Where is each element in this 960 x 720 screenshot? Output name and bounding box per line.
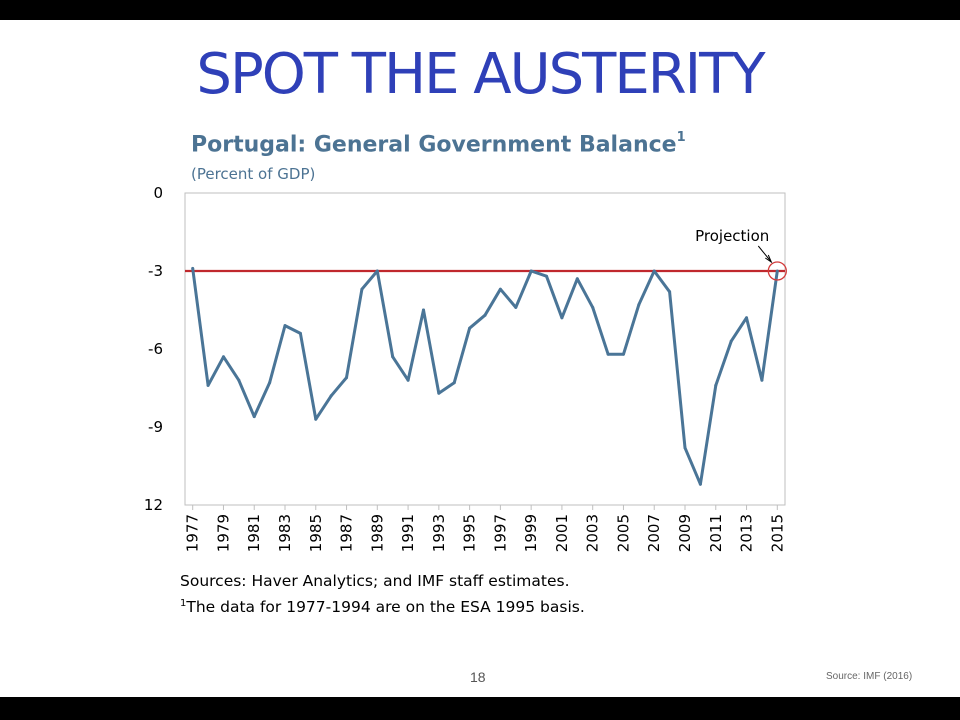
data-point [637, 303, 641, 307]
data-point [483, 313, 487, 317]
data-point [437, 391, 441, 395]
data-point [529, 269, 533, 273]
projection-label: Projection [695, 227, 769, 245]
data-point [775, 269, 779, 273]
data-point [560, 316, 564, 320]
x-tick-label: 1977 [184, 514, 202, 552]
y-tick-label: -6 [148, 340, 163, 358]
data-basis-note: 1The data for 1977-1994 are on the ESA 1… [180, 598, 585, 616]
source-attribution: Source: IMF (2016) [826, 671, 913, 682]
data-point [191, 266, 195, 270]
data-point [298, 331, 302, 335]
chart-title-text: Portugal: General Government Balance [191, 132, 677, 158]
x-tick-label: 1981 [245, 514, 263, 552]
page-number: 18 [470, 669, 486, 685]
plot-frame [184, 192, 786, 506]
y-tick-label: 0 [153, 184, 163, 202]
data-point [652, 269, 656, 273]
x-tick-label: 1985 [307, 514, 325, 552]
x-tick-label: 2015 [768, 514, 786, 552]
data-point [606, 352, 610, 356]
data-point [237, 378, 241, 382]
data-basis-footnote-mark: 1 [180, 598, 187, 609]
data-point [221, 355, 225, 359]
data-point [575, 277, 579, 281]
x-tick-label: 1979 [214, 514, 232, 552]
x-tick-label: 2009 [676, 514, 694, 552]
projection-arrowhead [765, 254, 773, 264]
data-point [760, 378, 764, 382]
x-tick-label: 1997 [491, 514, 509, 552]
data-point [683, 446, 687, 450]
data-point [360, 287, 364, 291]
projection-circle [767, 261, 787, 281]
data-point [375, 269, 379, 273]
x-tick-label: 2003 [584, 514, 602, 552]
slide-title: SPOT THE AUSTERITY [196, 42, 765, 107]
data-point [468, 326, 472, 330]
data-point [421, 308, 425, 312]
data-point [406, 378, 410, 382]
x-tick-label: 1999 [522, 514, 540, 552]
data-basis-text: The data for 1977-1994 are on the ESA 19… [186, 598, 585, 617]
chart-title-footnote-mark: 1 [676, 130, 686, 145]
data-point [545, 274, 549, 278]
data-point [621, 352, 625, 356]
y-tick-label: -9 [148, 418, 163, 436]
sources-note: Sources: Haver Analytics; and IMF staff … [180, 572, 570, 590]
data-point [268, 381, 272, 385]
data-point [668, 290, 672, 294]
data-point [391, 355, 395, 359]
data-point [514, 305, 518, 309]
data-point [329, 394, 333, 398]
data-point [252, 415, 256, 419]
projection-arrow [757, 245, 772, 263]
x-tick-label: 1991 [399, 514, 417, 552]
x-tick-label: 2005 [614, 514, 632, 552]
x-tick-label: 1995 [461, 514, 479, 552]
x-tick-label: 1983 [276, 514, 294, 552]
series-line [191, 268, 779, 486]
x-tick-label: 2007 [645, 514, 663, 552]
y-tick-label: 12 [144, 496, 163, 514]
data-point [345, 376, 349, 380]
data-point [452, 381, 456, 385]
data-point [314, 417, 318, 421]
x-tick-label: 1993 [430, 514, 448, 552]
data-point [698, 482, 702, 486]
y-tick-label: -3 [148, 262, 163, 280]
x-tick-label: 2011 [707, 514, 725, 552]
x-tick-label: 2013 [738, 514, 756, 552]
data-point [729, 339, 733, 343]
chart-title: Portugal: General Government Balance1 [191, 130, 686, 158]
x-tick-label: 2001 [553, 514, 571, 552]
data-point [714, 383, 718, 387]
data-point [745, 316, 749, 320]
data-point [206, 383, 210, 387]
data-point [498, 287, 502, 291]
chart-subtitle: (Percent of GDP) [191, 165, 316, 183]
x-tick-label: 1987 [338, 514, 356, 552]
x-tick-label: 1989 [368, 514, 386, 552]
slide: SPOT THE AUSTERITY Portugal: General Gov… [0, 20, 960, 697]
data-point [283, 324, 287, 328]
data-point [591, 305, 595, 309]
